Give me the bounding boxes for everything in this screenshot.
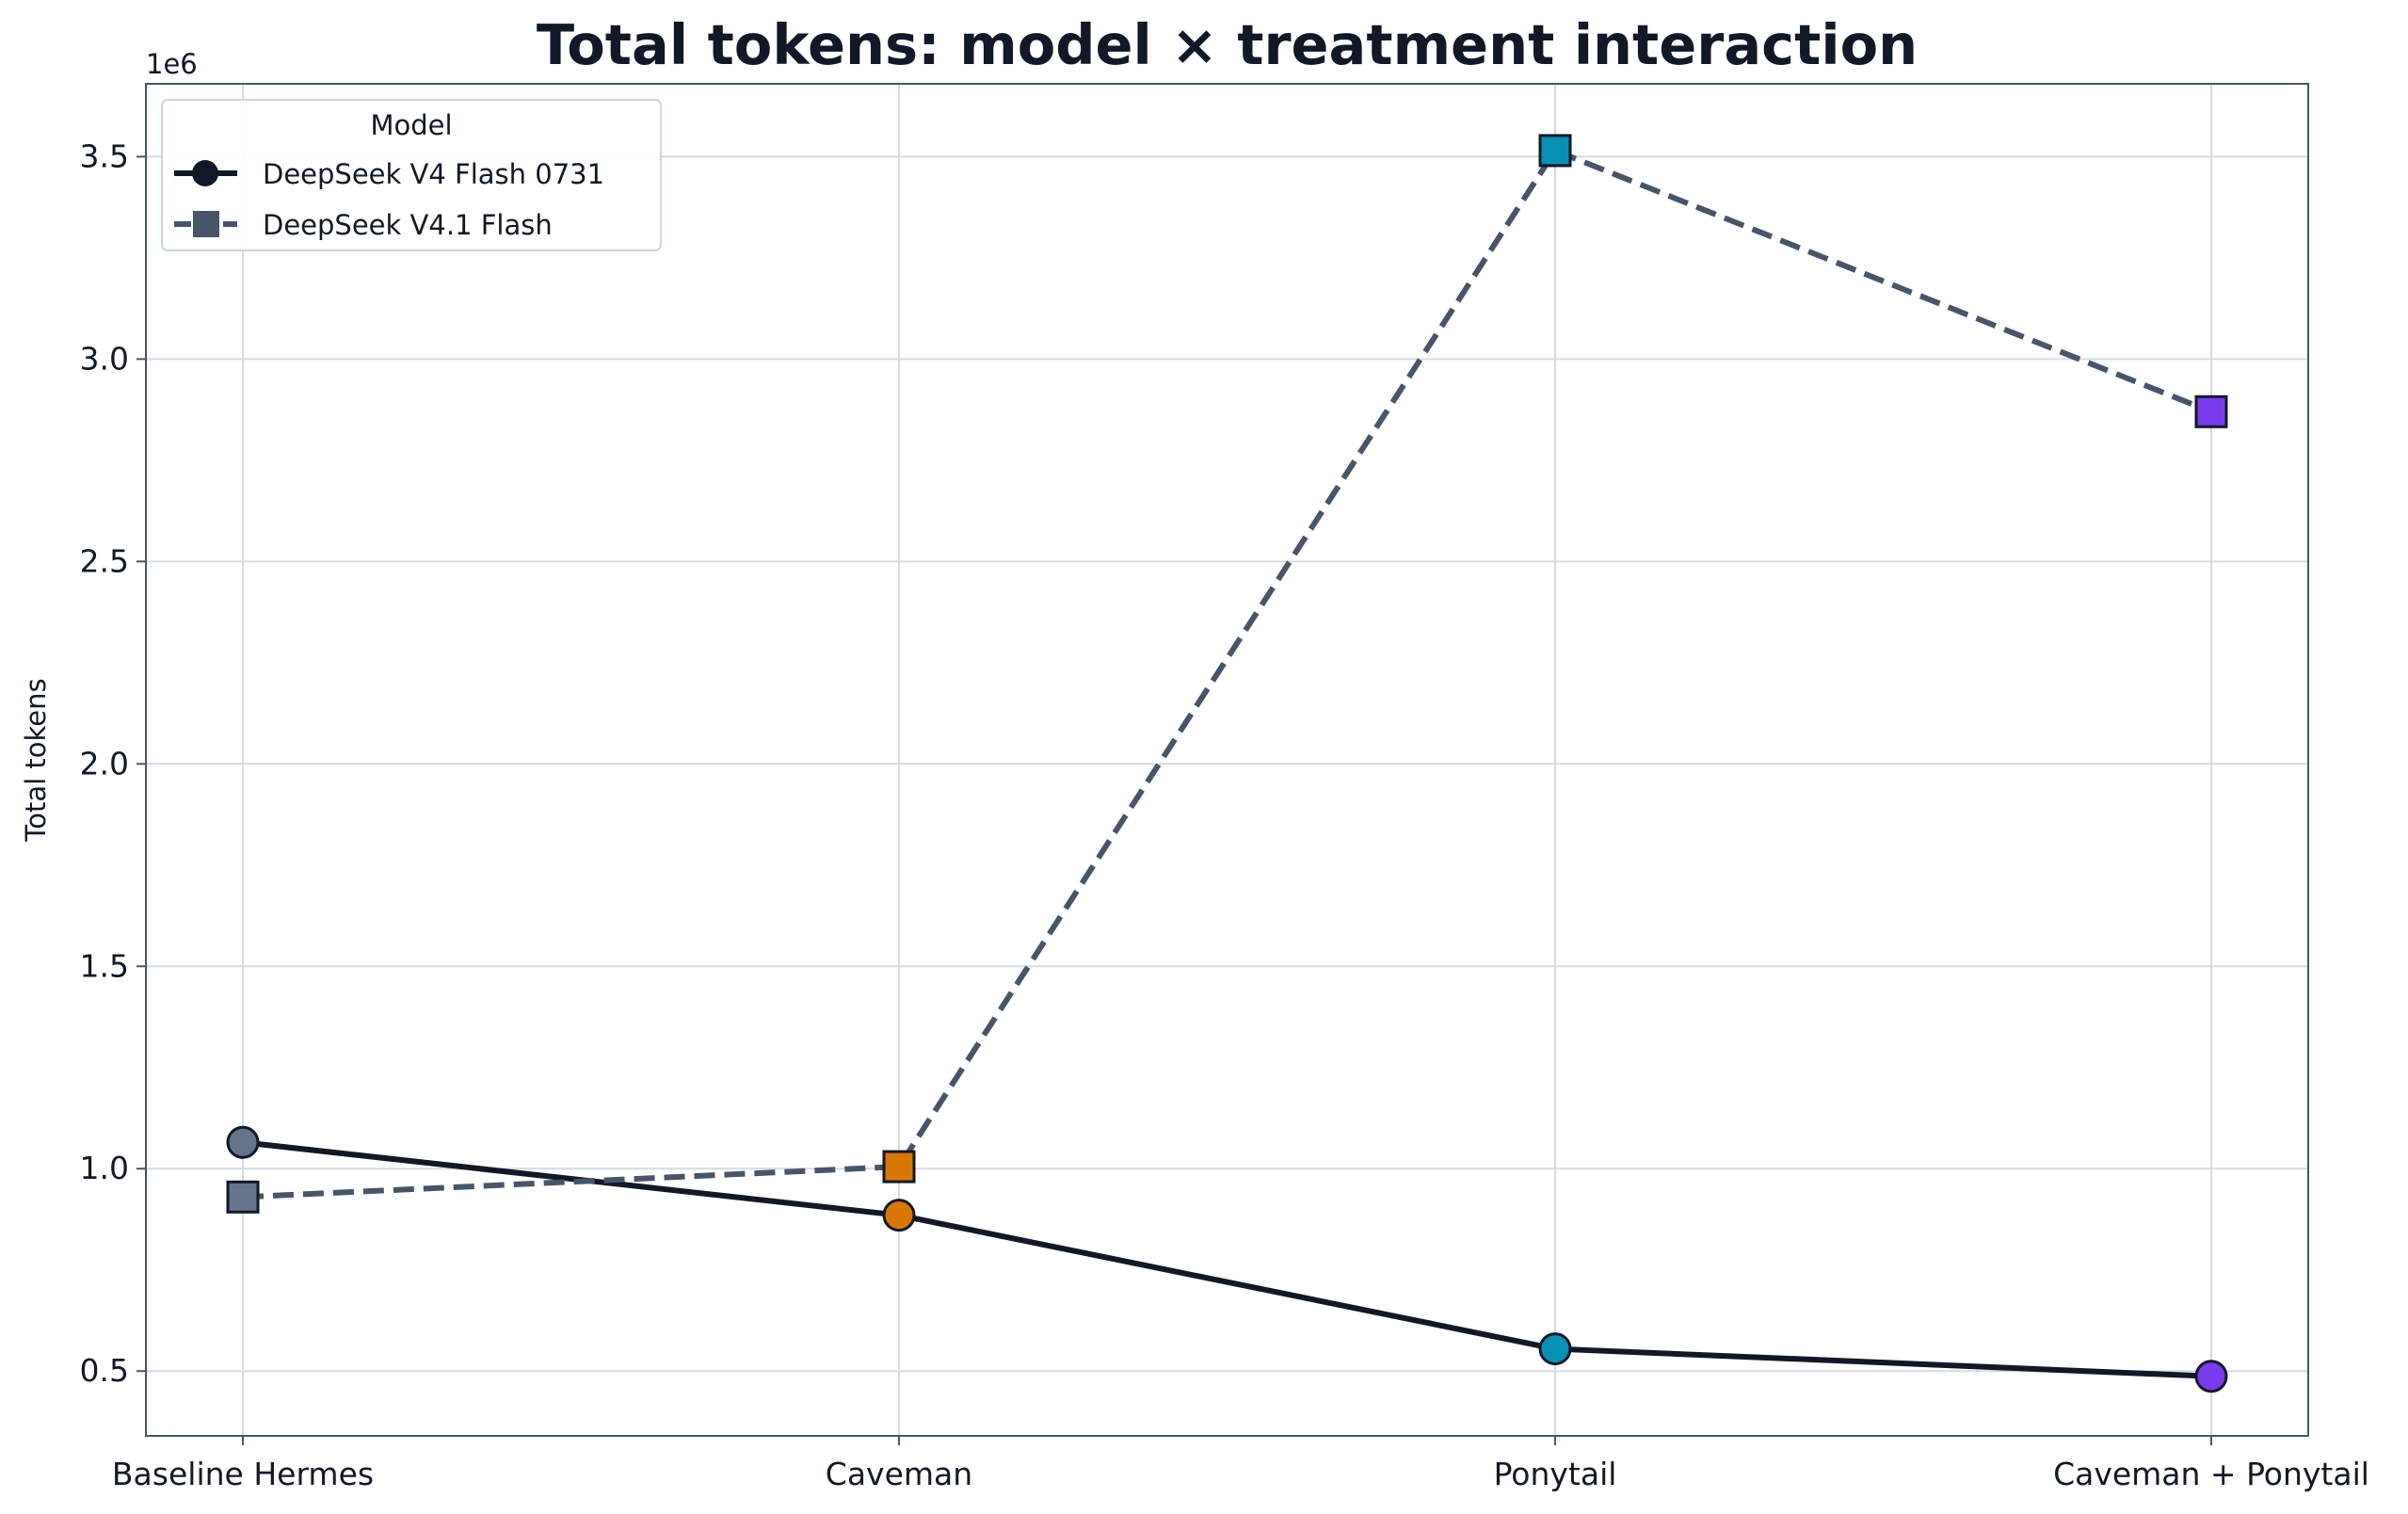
x-tick-label: Baseline Hermes <box>112 1456 374 1492</box>
legend-marker-2 <box>193 211 219 237</box>
legend-label-1: DeepSeek V4 Flash 0731 <box>263 158 604 190</box>
series-1-point <box>882 1199 916 1232</box>
x-tick-label: Caveman <box>826 1456 972 1492</box>
plot-frame <box>145 83 2309 1437</box>
x-tick-label: Ponytail <box>1494 1456 1617 1492</box>
series-layer <box>226 134 2228 1393</box>
grid <box>146 84 2308 1436</box>
y-tick-label: 2.5 <box>80 542 129 579</box>
series-1-point <box>2194 1360 2228 1393</box>
series-1-point <box>226 1125 260 1159</box>
legend-title: Model <box>370 109 452 141</box>
series-2-point <box>2194 395 2228 428</box>
series-2-point <box>226 1180 260 1214</box>
legend: Model DeepSeek V4 Flash 0731 DeepSeek V4.1… <box>161 99 662 251</box>
chart-title: Total tokens: model × treatment interact… <box>537 12 1918 77</box>
y-tick-label: 3.0 <box>80 340 129 377</box>
series-line-1 <box>242 1139 2212 1379</box>
series-line-2 <box>242 147 2213 1200</box>
y-tick-label: 1.5 <box>80 947 129 984</box>
series-2-point <box>882 1150 916 1184</box>
series-2-point <box>1538 134 1572 168</box>
legend-box <box>161 99 662 251</box>
y-axis-label: Total tokens <box>20 678 52 842</box>
axis-ticks: 0.5 1.0 1.5 2.0 2.5 3.0 3.5 Baseline Hermes Cave… <box>80 137 2369 1492</box>
y-tick-label: 0.5 <box>80 1352 129 1389</box>
legend-marker-1 <box>192 160 218 186</box>
x-tick-label: Caveman + Ponytail <box>2053 1456 2369 1492</box>
y-tick-label: 1.0 <box>80 1150 129 1186</box>
y-tick-label: 3.5 <box>80 137 129 174</box>
y-tick-label: 2.0 <box>80 745 129 781</box>
series-1-point <box>1538 1332 1572 1366</box>
y-offset-label: 1e6 <box>146 48 198 80</box>
legend-label-2: DeepSeek V4.1 Flash <box>263 209 553 241</box>
